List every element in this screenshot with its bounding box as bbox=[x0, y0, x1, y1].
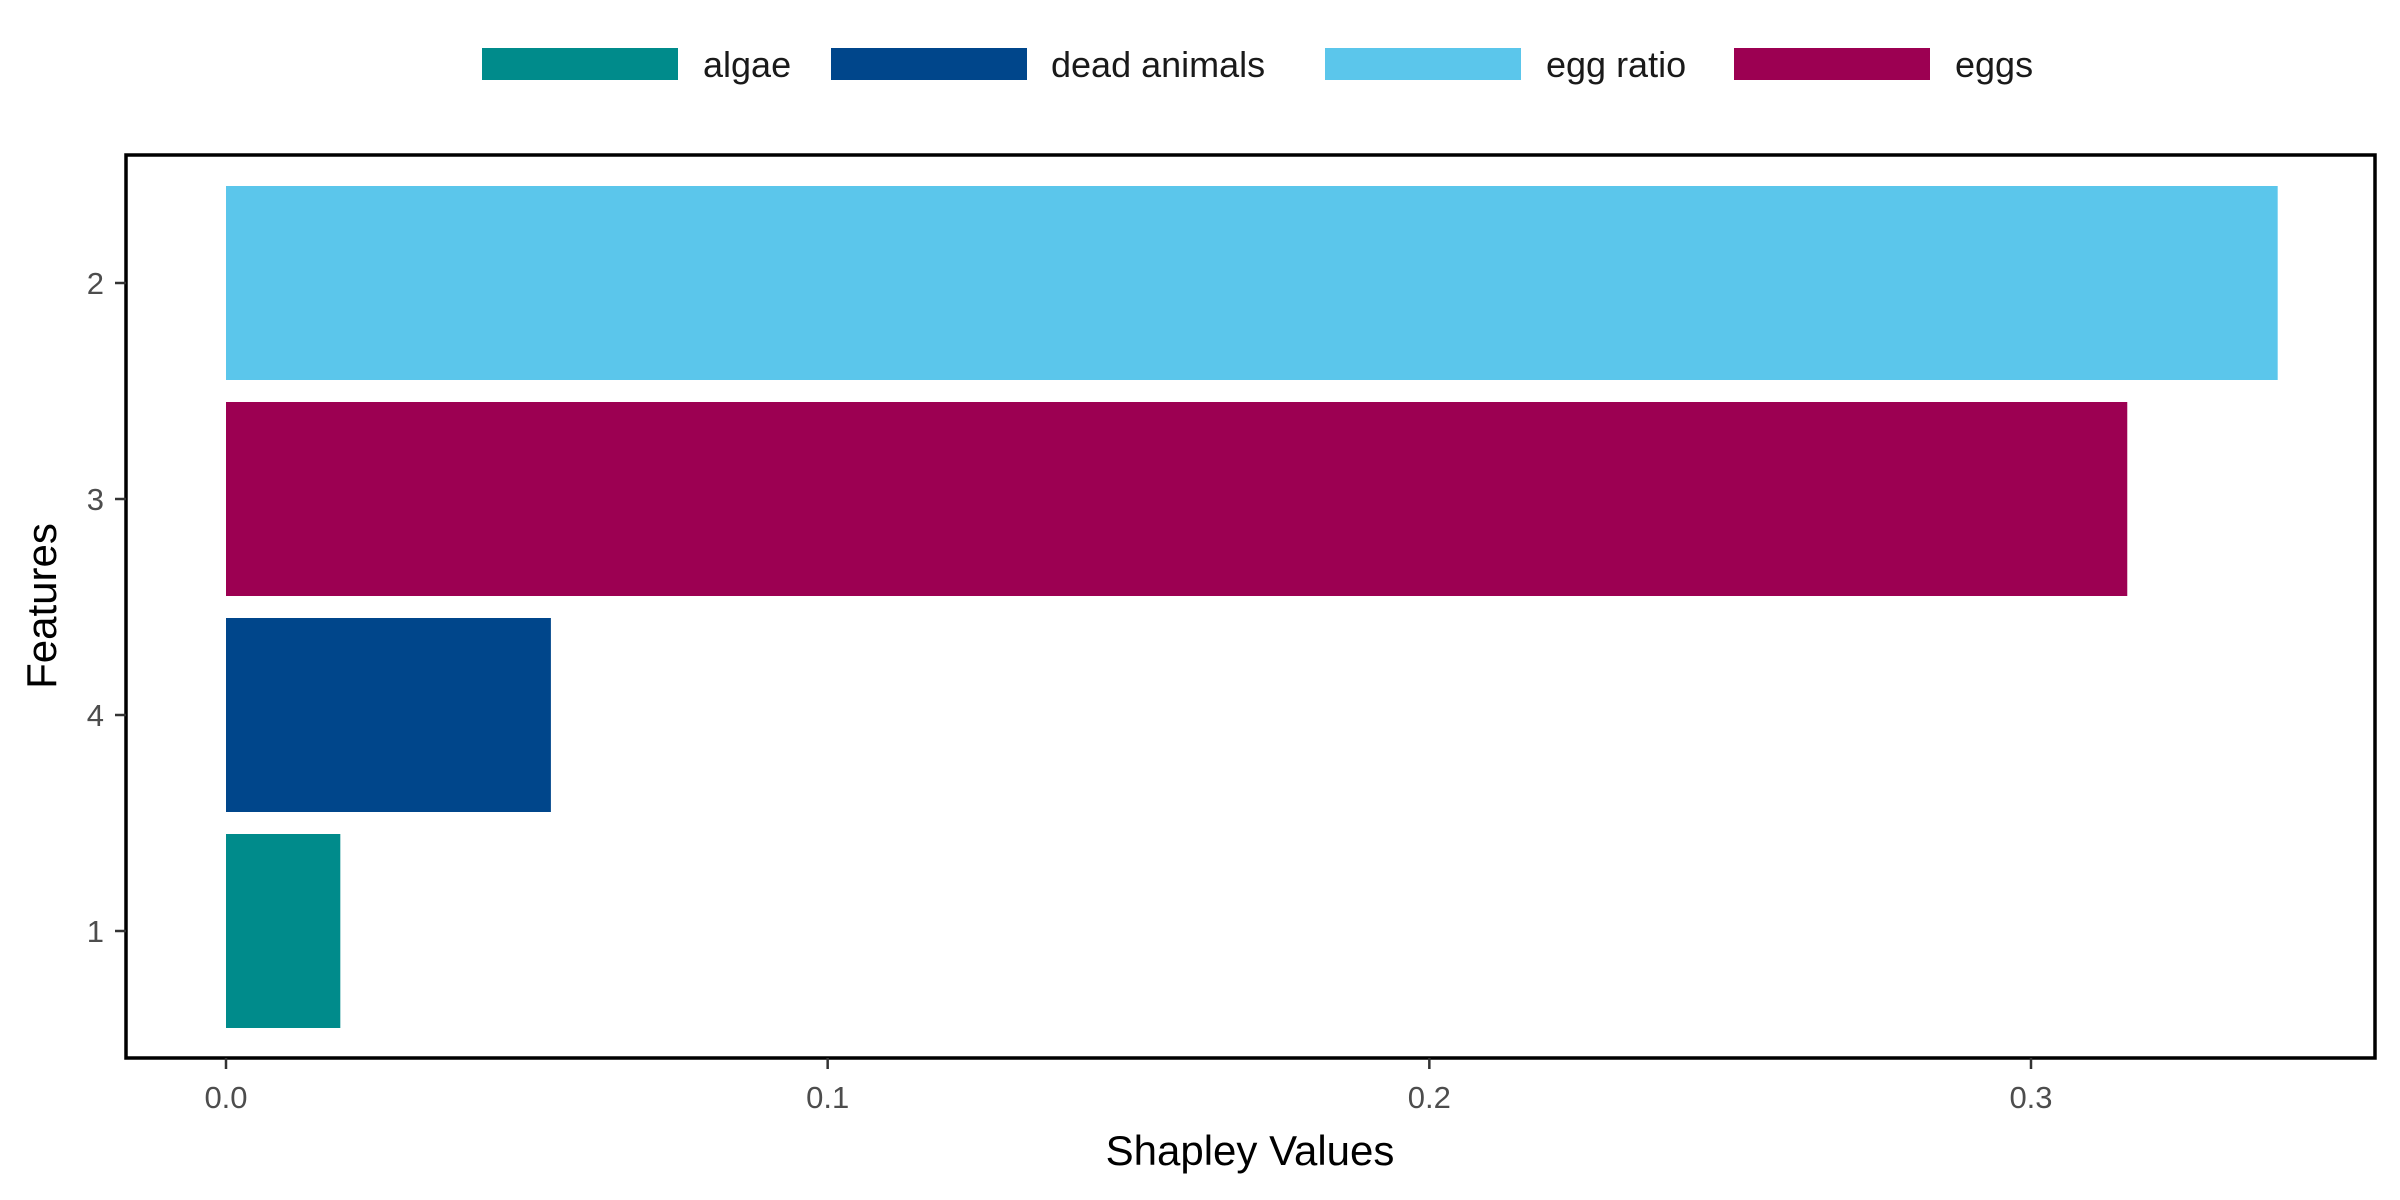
legend-label-egg-ratio: egg ratio bbox=[1546, 44, 1686, 85]
plot-border bbox=[124, 153, 2377, 1060]
y-tick-label-2: 2 bbox=[87, 266, 104, 301]
bar-feature-1 bbox=[226, 834, 341, 1028]
legend-swatch-eggs bbox=[1734, 48, 1930, 80]
plot-area bbox=[124, 153, 2377, 1060]
x-tick-label: 0.2 bbox=[1408, 1080, 1451, 1115]
x-axis: 0.0 0.1 0.2 0.3 bbox=[204, 1058, 2053, 1115]
y-tick-label-3: 3 bbox=[87, 482, 104, 517]
y-axis-title: Features bbox=[18, 523, 65, 689]
legend-label-algae: algae bbox=[703, 44, 791, 85]
legend-swatch-algae bbox=[482, 48, 678, 80]
legend-label-dead-animals: dead animals bbox=[1051, 44, 1265, 85]
y-axis: 2 3 4 1 bbox=[87, 266, 126, 949]
legend-label-eggs: eggs bbox=[1955, 44, 2033, 85]
y-tick-label-4: 4 bbox=[87, 698, 104, 733]
x-axis-title: Shapley Values bbox=[1106, 1127, 1395, 1174]
legend-swatch-dead-animals bbox=[831, 48, 1027, 80]
y-tick-label-1: 1 bbox=[87, 914, 104, 949]
bar-feature-3 bbox=[226, 402, 2128, 596]
bar-feature-4 bbox=[226, 618, 551, 812]
legend-swatch-egg-ratio bbox=[1325, 48, 1521, 80]
legend: algae dead animals egg ratio eggs bbox=[482, 44, 2033, 85]
bar-feature-2 bbox=[226, 186, 2278, 380]
x-tick-label: 0.3 bbox=[2009, 1080, 2052, 1115]
x-tick-label: 0.1 bbox=[806, 1080, 849, 1115]
x-tick-label: 0.0 bbox=[204, 1080, 247, 1115]
